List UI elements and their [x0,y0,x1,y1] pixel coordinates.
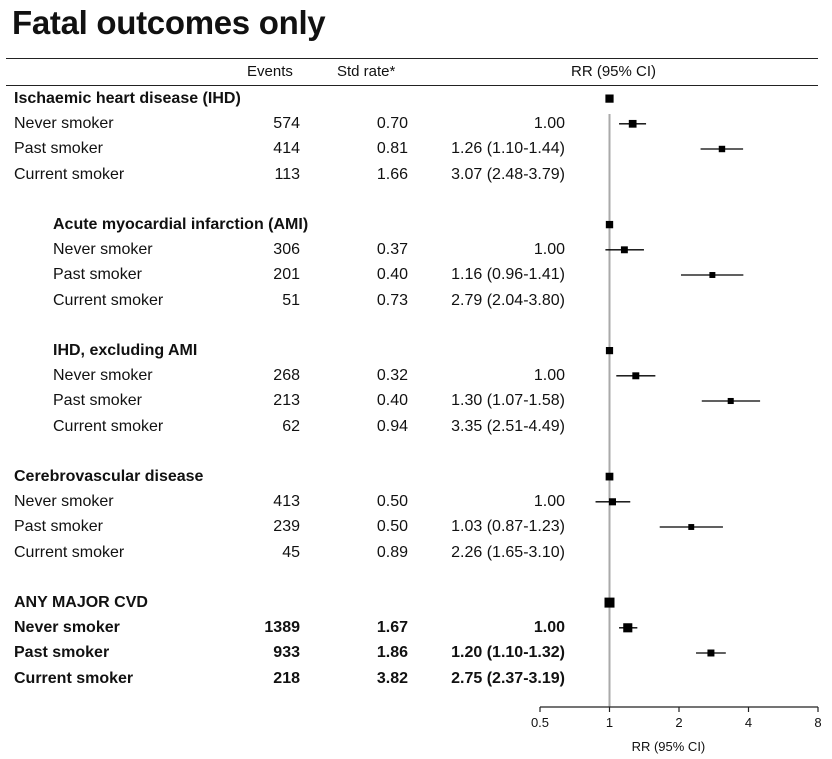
rr-ci-cell: 1.30 (1.07-1.58) [451,392,565,410]
row-label: Never smoker [53,241,153,259]
section-header-row: ANY MAJOR CVD [0,590,832,615]
table-row: Never smoker 268 0.32 1.00 [0,363,832,388]
events-cell: 213 [273,392,300,410]
table-row: Never smoker 574 0.70 1.00 [0,111,832,136]
row-label: Never smoker [53,367,153,385]
table-row: Current smoker 51 0.73 2.79 (2.04-3.80) [0,288,832,313]
row-label: Never smoker [14,493,114,511]
rr-ci-cell: 1.00 [533,619,565,637]
table-row: Never smoker 413 0.50 1.00 [0,489,832,514]
rr-ci-cell: 2.79 (2.04-3.80) [451,291,565,309]
section-title: Cerebrovascular disease [14,468,204,485]
std-rate-cell: 1.66 [376,165,408,183]
std-rate-cell: 1.86 [376,644,408,662]
row-label: Current smoker [14,669,134,687]
rr-ci-cell: 2.75 (2.37-3.19) [451,669,565,687]
table-row: Past smoker 933 1.86 1.20 (1.10-1.32) [0,640,832,665]
events-cell: 201 [273,266,300,284]
events-cell: 413 [273,493,300,511]
section-header-row: Cerebrovascular disease [0,464,832,489]
section-header-row: IHD, excluding AMI [0,338,832,363]
events-cell: 45 [282,543,300,561]
row-label: Never smoker [14,619,120,637]
rr-ci-cell: 1.16 (0.96-1.41) [451,266,565,284]
std-rate-cell: 0.37 [376,241,408,259]
events-cell: 218 [273,669,300,687]
rr-ci-cell: 3.35 (2.51-4.49) [451,417,565,435]
events-cell: 1389 [264,619,300,637]
rr-ci-cell: 1.00 [533,115,565,133]
std-rate-cell: 0.94 [376,417,408,435]
std-rate-cell: 0.32 [376,367,408,385]
rr-ci-cell: 1.00 [533,241,565,259]
std-rate-cell: 0.81 [376,140,408,158]
rr-ci-cell: 1.20 (1.10-1.32) [451,644,565,662]
events-cell: 62 [282,417,300,435]
rr-ci-cell: 1.03 (0.87-1.23) [451,518,565,536]
table-row: Never smoker 306 0.37 1.00 [0,237,832,262]
rr-ci-cell: 1.00 [533,367,565,385]
section-title: IHD, excluding AMI [53,342,198,359]
std-rate-cell: 0.50 [376,518,408,536]
header-top-rule [6,58,818,59]
std-rate-cell: 3.82 [376,669,408,687]
rr-ci-cell: 2.26 (1.65-3.10) [451,543,565,561]
section-title: ANY MAJOR CVD [14,594,148,611]
std-rate-cell: 0.73 [376,291,408,309]
std-rate-cell: 0.40 [376,266,408,284]
rr-ci-cell: 3.07 (2.48-3.79) [451,165,565,183]
row-label: Never smoker [14,115,114,133]
column-header-rr: RR (95% CI) [571,63,657,80]
table-row: Past smoker 414 0.81 1.26 (1.10-1.44) [0,136,832,161]
std-rate-cell: 0.89 [376,543,408,561]
events-cell: 574 [273,115,300,133]
page-title: Fatal outcomes only [12,4,326,41]
events-cell: 113 [274,165,300,183]
rr-ci-cell: 1.00 [533,493,565,511]
table-row: Past smoker 213 0.40 1.30 (1.07-1.58) [0,388,832,413]
row-label: Current smoker [14,165,125,183]
table-row: Past smoker 239 0.50 1.03 (0.87-1.23) [0,514,832,539]
row-label: Past smoker [14,518,103,536]
section-title: Acute myocardial infarction (AMI) [53,216,309,233]
row-label: Past smoker [14,140,103,158]
section-header-row: Acute myocardial infarction (AMI) [0,212,832,237]
row-label: Current smoker [53,417,164,435]
section-title: Ischaemic heart disease (IHD) [14,90,241,107]
table-row: Past smoker 201 0.40 1.16 (0.96-1.41) [0,262,832,287]
events-cell: 306 [273,241,300,259]
events-cell: 933 [273,644,300,662]
std-rate-cell: 1.67 [376,619,408,637]
std-rate-cell: 0.50 [376,493,408,511]
row-label: Current smoker [53,291,164,309]
row-label: Current smoker [14,543,125,561]
table-row: Current smoker 62 0.94 3.35 (2.51-4.49) [0,414,832,439]
table-row: Current smoker 45 0.89 2.26 (1.65-3.10) [0,540,832,565]
section-header-row: Ischaemic heart disease (IHD) [0,86,832,111]
events-cell: 51 [282,291,300,309]
std-rate-cell: 0.40 [376,392,408,410]
table-row: Current smoker 113 1.66 3.07 (2.48-3.79) [0,162,832,187]
std-rate-cell: 0.70 [376,115,408,133]
row-label: Past smoker [14,644,110,662]
column-header-events: Events [247,63,293,80]
table-row: Never smoker 1389 1.67 1.00 [0,615,832,640]
events-cell: 414 [273,140,300,158]
row-label: Past smoker [53,266,142,284]
column-header-std-rate: Std rate* [337,63,396,80]
row-label: Past smoker [53,392,142,410]
rr-ci-cell: 1.26 (1.10-1.44) [451,140,565,158]
events-cell: 268 [273,367,300,385]
header-bottom-rule [6,85,818,86]
events-cell: 239 [273,518,300,536]
table-row: Current smoker 218 3.82 2.75 (2.37-3.19) [0,666,832,691]
